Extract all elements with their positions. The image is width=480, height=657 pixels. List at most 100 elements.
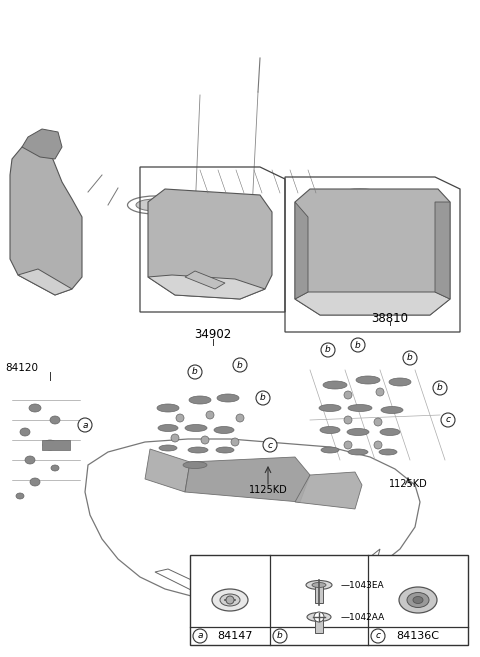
Circle shape xyxy=(256,391,270,405)
Ellipse shape xyxy=(212,589,248,611)
Ellipse shape xyxy=(136,199,174,211)
Ellipse shape xyxy=(188,447,208,453)
Circle shape xyxy=(371,629,385,643)
Polygon shape xyxy=(185,457,310,502)
Text: —1043EA: —1043EA xyxy=(341,581,384,589)
Ellipse shape xyxy=(185,424,207,432)
Ellipse shape xyxy=(347,428,369,436)
Ellipse shape xyxy=(331,189,389,207)
Circle shape xyxy=(226,596,234,604)
Circle shape xyxy=(344,391,352,399)
Ellipse shape xyxy=(157,404,179,412)
Polygon shape xyxy=(295,472,362,509)
Circle shape xyxy=(201,436,209,444)
Ellipse shape xyxy=(50,416,60,424)
Polygon shape xyxy=(435,202,450,299)
Ellipse shape xyxy=(320,426,340,434)
Ellipse shape xyxy=(220,594,240,606)
Ellipse shape xyxy=(128,196,182,214)
Text: b: b xyxy=(437,384,443,392)
Polygon shape xyxy=(22,129,62,159)
Text: a: a xyxy=(82,420,88,430)
Circle shape xyxy=(78,418,92,432)
Ellipse shape xyxy=(189,396,211,404)
Text: 84120: 84120 xyxy=(5,363,38,373)
Circle shape xyxy=(188,365,202,379)
Ellipse shape xyxy=(407,593,429,608)
Circle shape xyxy=(231,438,239,446)
Ellipse shape xyxy=(30,478,40,486)
Text: 34902: 34902 xyxy=(194,328,232,342)
Polygon shape xyxy=(295,189,450,315)
Text: b: b xyxy=(237,361,243,369)
Text: 1125KD: 1125KD xyxy=(249,485,288,495)
Ellipse shape xyxy=(183,461,207,468)
Ellipse shape xyxy=(380,428,400,436)
Text: b: b xyxy=(325,346,331,355)
Text: 38810: 38810 xyxy=(372,311,408,325)
Circle shape xyxy=(376,388,384,396)
Circle shape xyxy=(321,343,335,357)
Circle shape xyxy=(171,434,179,442)
Text: c: c xyxy=(445,415,451,424)
Ellipse shape xyxy=(307,612,331,622)
Ellipse shape xyxy=(399,587,437,613)
Text: b: b xyxy=(277,631,283,641)
Circle shape xyxy=(374,441,382,449)
Polygon shape xyxy=(148,189,272,299)
Ellipse shape xyxy=(217,394,239,402)
Ellipse shape xyxy=(348,405,372,411)
Text: b: b xyxy=(260,394,266,403)
Text: a: a xyxy=(197,631,203,641)
Ellipse shape xyxy=(214,426,234,434)
Circle shape xyxy=(314,612,324,622)
Ellipse shape xyxy=(319,405,341,411)
Polygon shape xyxy=(185,271,225,289)
Ellipse shape xyxy=(16,493,24,499)
Circle shape xyxy=(441,413,455,427)
Ellipse shape xyxy=(25,456,35,464)
Ellipse shape xyxy=(51,465,59,471)
Bar xyxy=(190,555,468,645)
Polygon shape xyxy=(148,275,265,299)
Circle shape xyxy=(236,414,244,422)
Text: b: b xyxy=(407,353,413,363)
Circle shape xyxy=(344,441,352,449)
Ellipse shape xyxy=(321,447,339,453)
Ellipse shape xyxy=(43,440,57,450)
Ellipse shape xyxy=(413,597,423,604)
Ellipse shape xyxy=(381,407,403,413)
Circle shape xyxy=(273,629,287,643)
Ellipse shape xyxy=(159,445,177,451)
Text: —1042AA: —1042AA xyxy=(341,612,385,622)
Circle shape xyxy=(351,338,365,352)
Polygon shape xyxy=(295,292,450,315)
Circle shape xyxy=(233,358,247,372)
Circle shape xyxy=(344,416,352,424)
Ellipse shape xyxy=(20,428,30,436)
Circle shape xyxy=(176,414,184,422)
Polygon shape xyxy=(18,269,72,295)
Polygon shape xyxy=(10,145,82,295)
Text: b: b xyxy=(192,367,198,376)
Circle shape xyxy=(193,629,207,643)
Text: c: c xyxy=(267,440,273,449)
Circle shape xyxy=(374,418,382,426)
Ellipse shape xyxy=(379,449,397,455)
Text: b: b xyxy=(355,340,361,350)
Ellipse shape xyxy=(216,447,234,453)
Text: c: c xyxy=(375,631,381,641)
Ellipse shape xyxy=(312,583,326,587)
Text: 1125KD: 1125KD xyxy=(389,479,427,489)
Circle shape xyxy=(433,381,447,395)
Circle shape xyxy=(206,411,214,419)
Ellipse shape xyxy=(29,404,41,412)
Circle shape xyxy=(263,438,277,452)
Ellipse shape xyxy=(158,424,178,432)
Polygon shape xyxy=(295,202,308,299)
Text: 84147: 84147 xyxy=(217,631,253,641)
Text: 84136C: 84136C xyxy=(396,631,440,641)
Ellipse shape xyxy=(356,376,380,384)
Ellipse shape xyxy=(323,381,347,389)
Bar xyxy=(42,440,70,450)
